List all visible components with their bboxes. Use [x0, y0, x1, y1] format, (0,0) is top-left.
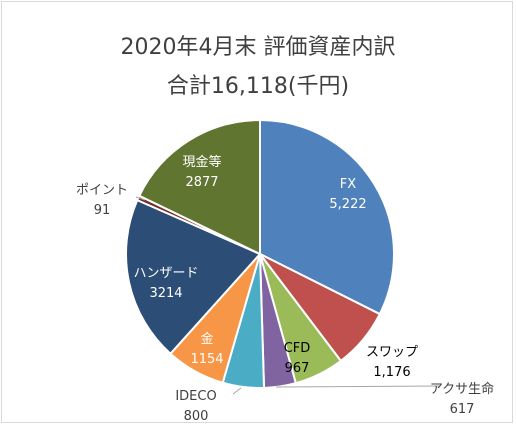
slice-value-label: 1,176: [373, 365, 410, 380]
slice-name-label: CFD: [284, 341, 311, 356]
chart-title: 2020年4月末 評価資産内訳: [120, 35, 396, 60]
slice-name-label: 金: [200, 331, 213, 347]
slice-value-label: 1154: [190, 352, 223, 367]
slice-value-label: 800: [184, 409, 209, 424]
slice-name-label: IDECO: [175, 389, 216, 404]
pie-slice-1: [259, 118, 395, 316]
slice-name-label: FX: [340, 177, 356, 192]
leader-line-5: [232, 387, 242, 395]
slice-value-label: 3214: [149, 286, 182, 301]
slice-value-label: 617: [450, 402, 475, 417]
pie-slice-9: [137, 118, 261, 256]
slice-name-label: ハンザード: [133, 266, 198, 281]
slice-name-label: アクサ生命: [430, 381, 494, 397]
slice-value-label: 91: [94, 203, 111, 218]
slice-value-label: 967: [285, 361, 310, 376]
slice-value-label: 5,222: [329, 197, 366, 212]
pie-slice-7: [125, 198, 262, 356]
slice-name-label: ポイント: [76, 183, 128, 198]
leader-line-8: [135, 196, 146, 201]
leader-line-4: [275, 385, 441, 388]
chart-subtitle: 合計16,118(千円): [166, 74, 350, 99]
slice-name-label: スワップ: [366, 345, 418, 360]
slice-name-label: 現金等: [182, 154, 221, 170]
slice-value-label: 2877: [185, 175, 218, 190]
